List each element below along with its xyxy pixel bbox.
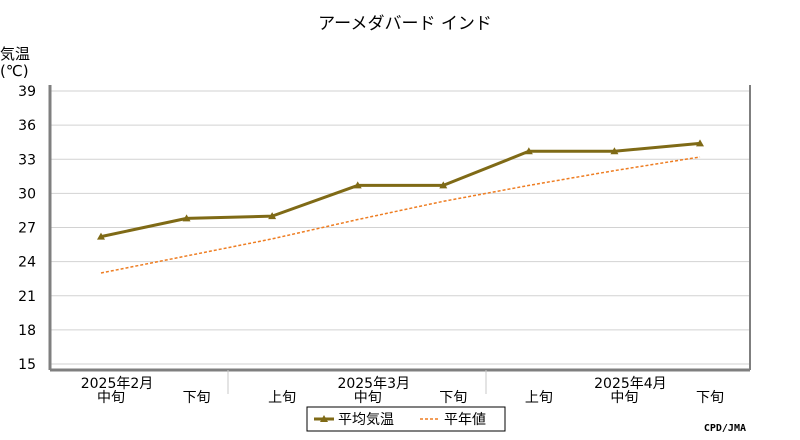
y-tick-label: 36 bbox=[18, 118, 36, 134]
x-tick-label: 下旬 bbox=[696, 390, 724, 406]
x-tick-label: 中旬 bbox=[610, 390, 638, 406]
x-axis: 中旬 下旬 上旬 中旬 下旬 上旬 中旬 下旬 2025年2月 2025年3月 2025年4月 bbox=[81, 370, 724, 406]
y-tick-label: 15 bbox=[18, 357, 36, 373]
legend-marker-avg bbox=[320, 415, 328, 422]
x-tick-label: 上旬 bbox=[268, 390, 296, 406]
y-axis-label: 気温 bbox=[0, 45, 30, 63]
x-tick-label: 下旬 bbox=[439, 390, 467, 406]
y-tick-label: 39 bbox=[18, 84, 36, 100]
series-line-avg bbox=[100, 141, 701, 239]
data-point-avg bbox=[439, 181, 448, 189]
month-label: 2025年2月 bbox=[81, 376, 154, 392]
y-tick-label: 27 bbox=[18, 221, 36, 237]
data-point-avg bbox=[97, 232, 105, 240]
month-label: 2025年3月 bbox=[337, 376, 410, 392]
x-tick-label: 中旬 bbox=[354, 390, 382, 406]
x-tick-label: 中旬 bbox=[97, 390, 125, 406]
y-tick-label: 24 bbox=[18, 255, 36, 271]
source-credit: CPD/JMA bbox=[704, 423, 746, 434]
x-tick-label: 下旬 bbox=[183, 390, 211, 406]
data-point-avg bbox=[610, 147, 619, 155]
legend-label-avg: 平均気温 bbox=[338, 412, 394, 428]
data-point-avg bbox=[696, 139, 704, 147]
data-point-avg bbox=[182, 214, 191, 222]
legend: 平均気温 平年値 bbox=[306, 406, 506, 432]
y-axis: 15 18 21 24 27 30 33 36 39 bbox=[18, 84, 751, 373]
data-point-avg bbox=[524, 147, 533, 155]
y-axis-unit: (℃) bbox=[0, 62, 29, 80]
data-point-avg bbox=[353, 181, 362, 189]
legend-label-normal: 平年値 bbox=[444, 412, 486, 428]
month-label: 2025年4月 bbox=[594, 376, 667, 392]
series-line-normal bbox=[100, 156, 701, 274]
legend-box bbox=[306, 406, 506, 432]
y-tick-label: 33 bbox=[18, 152, 36, 168]
grid bbox=[50, 90, 750, 365]
series-group bbox=[97, 139, 704, 274]
data-point-avg bbox=[268, 212, 277, 220]
chart-title: アーメダバード インド bbox=[318, 14, 492, 34]
y-tick-label: 21 bbox=[18, 289, 36, 305]
y-tick-label: 18 bbox=[18, 323, 36, 339]
x-tick-label: 上旬 bbox=[525, 390, 553, 406]
y-tick-label: 30 bbox=[18, 186, 36, 202]
